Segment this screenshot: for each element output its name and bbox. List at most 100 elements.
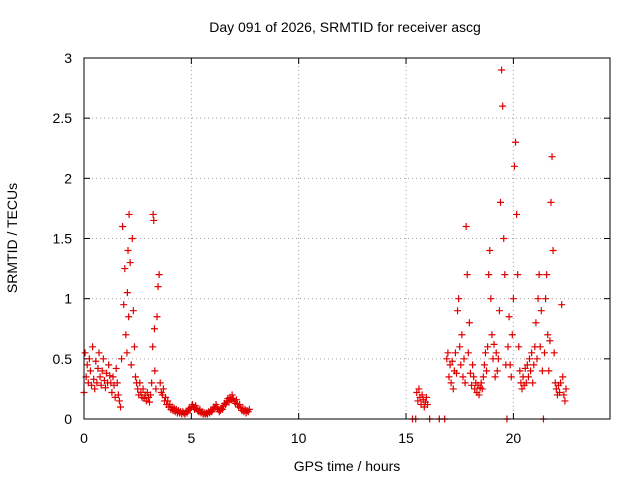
data-point [504,343,512,351]
data-point [422,393,430,401]
data-point [99,355,107,363]
data-point [510,162,518,170]
data-point [97,381,105,389]
data-point [532,319,540,327]
data-point [236,401,244,409]
data-point [561,397,569,405]
data-point [508,331,516,339]
data-point [126,259,134,267]
data-point [457,361,465,369]
data-point [529,379,537,387]
data-point [136,379,144,387]
data-point [492,349,500,357]
data-point [506,361,514,369]
data-point [545,367,553,375]
data-point [534,295,542,303]
data-point [88,381,96,389]
data-point [471,385,479,393]
data-point [543,271,551,279]
y-tick-label: 1 [64,291,72,307]
data-point [124,247,132,255]
data-point [455,295,463,303]
data-point [498,66,506,74]
data-point [445,373,453,381]
data-point [454,307,462,315]
data-point [558,301,566,309]
data-point [81,349,89,357]
data-point [524,373,532,381]
data-point [518,385,526,393]
data-point [151,367,159,375]
data-point [90,375,98,383]
data-point [562,385,570,393]
data-point [149,343,157,351]
data-point [448,357,456,365]
data-point [536,343,544,351]
data-point [149,210,157,218]
x-tick-label: 0 [80,430,88,446]
data-point [95,349,103,357]
data-point [452,369,460,377]
data-point [528,349,536,357]
data-point [232,396,240,404]
data-point [130,343,138,351]
data-point [119,222,127,230]
data-point [444,349,452,357]
data-point [147,391,155,399]
data-point [142,397,150,405]
data-point [155,271,163,279]
data-point [552,385,560,393]
x-axis-title: GPS time / hours [294,458,401,474]
y-axis-title: SRMTID / TECUs [4,183,20,293]
data-point [108,389,116,397]
y-tick-label: 2 [64,170,72,186]
data-point [523,361,531,369]
data-point [96,373,104,381]
data-point [515,343,523,351]
data-point [530,361,538,369]
y-tick-label: 3 [64,50,72,66]
data-point [415,385,423,393]
data-point [535,271,543,279]
data-point [516,367,524,375]
data-point [487,295,495,303]
data-point [463,271,471,279]
data-point [481,349,489,357]
data-point [120,301,128,309]
data-point [556,389,564,397]
data-point [114,391,122,399]
data-point [548,153,556,161]
data-point [458,331,466,339]
data-point [154,283,162,291]
data-point [478,385,486,393]
data-point [105,361,113,369]
data-point [542,295,550,303]
data-point [413,389,421,397]
data-point [497,198,505,206]
data-point [148,379,156,387]
data-point [122,331,130,339]
data-point [483,367,491,375]
data-point [218,405,226,413]
data-point [145,398,153,406]
data-point [466,369,474,377]
data-point [153,313,161,321]
data-point [137,389,145,397]
data-point [106,372,114,380]
data-point [152,385,160,393]
data-point [156,379,164,387]
data-point [505,313,513,321]
y-tick-label: 1.5 [53,231,73,247]
data-point [164,397,172,405]
data-point [501,271,509,279]
data-point [460,355,468,363]
data-point [159,385,167,393]
data-point [493,367,501,375]
y-tick-label: 2.5 [53,110,73,126]
data-point [86,367,94,375]
data-point [514,271,522,279]
data-point [125,313,133,321]
data-point [522,379,530,387]
data-point [94,364,102,372]
data-point [150,325,158,333]
